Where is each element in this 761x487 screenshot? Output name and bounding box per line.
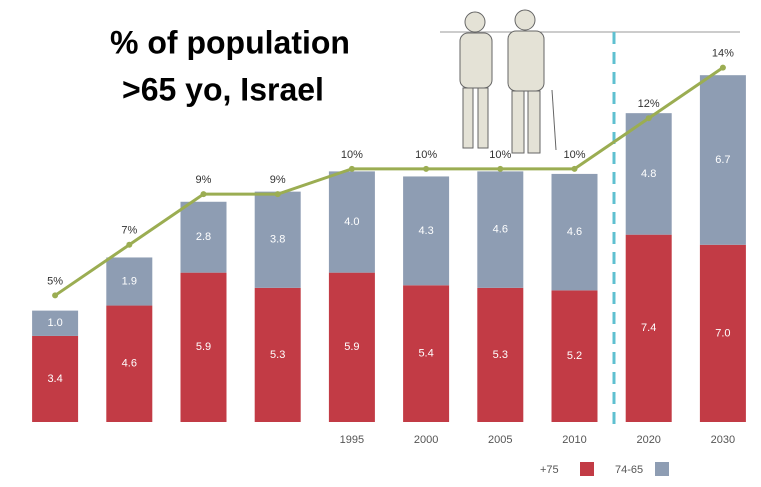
value-label: 1.9 (122, 275, 137, 287)
bar-segment (551, 290, 598, 422)
value-label: 5.3 (270, 349, 285, 361)
trend-point (274, 191, 281, 198)
bar-segment (254, 287, 301, 422)
value-label: 3.4 (47, 373, 62, 385)
trend-point (200, 191, 207, 198)
bar-segment (254, 191, 301, 288)
line-label: 7% (121, 225, 137, 237)
trend-point (571, 165, 578, 172)
trend-point (719, 64, 726, 71)
bar-segment (106, 305, 153, 422)
x-tick-label: 2010 (562, 434, 586, 446)
trend-point (497, 165, 504, 172)
value-label: 1.0 (47, 317, 62, 329)
line-label: 9% (196, 174, 212, 186)
value-label: 4.6 (567, 226, 582, 238)
bar-segment (477, 287, 524, 422)
x-tick-label: 2020 (636, 434, 660, 446)
value-label: 3.8 (270, 234, 285, 246)
line-label: 10% (563, 149, 585, 161)
line-label: 9% (270, 174, 286, 186)
chart-title: >65 yo, Israel (122, 71, 324, 107)
legend-swatch (655, 462, 669, 476)
bar-segment (328, 171, 375, 273)
bar-segment (180, 201, 227, 273)
value-label: 4.3 (418, 225, 433, 237)
bar-segment (477, 171, 524, 288)
legend-swatch (580, 462, 594, 476)
bar-segment (403, 176, 450, 286)
value-label: 7.4 (641, 322, 656, 334)
value-label: 5.9 (196, 341, 211, 353)
x-tick-label: 2030 (711, 434, 735, 446)
bar-segment (403, 285, 450, 422)
trend-point (348, 165, 355, 172)
trend-point (645, 115, 652, 122)
bar-segment (551, 173, 598, 291)
x-tick-label: 2005 (488, 434, 512, 446)
couple-illustration (459, 9, 557, 154)
trend-point (423, 165, 430, 172)
bar-segment (180, 272, 227, 422)
value-label: 7.0 (715, 327, 730, 339)
line-label: 5% (47, 275, 63, 287)
value-label: 4.6 (122, 358, 137, 370)
trend-point (52, 292, 59, 299)
bar-segment (625, 234, 672, 422)
bar-segment (32, 335, 79, 422)
line-label: 10% (415, 149, 437, 161)
bar-segment (328, 272, 375, 422)
value-label: 4.0 (344, 216, 359, 228)
bar-segment (625, 113, 672, 235)
value-label: 4.6 (493, 224, 508, 236)
value-label: 5.3 (493, 349, 508, 361)
legend-label: 74-65 (615, 464, 643, 476)
bar-segment (106, 257, 153, 306)
line-label: 12% (638, 98, 660, 110)
line-label: 10% (489, 149, 511, 161)
line-label: 10% (341, 149, 363, 161)
legend-label: +75 (540, 464, 559, 476)
bar-segment (32, 310, 79, 336)
chart-title: % of population (110, 24, 350, 60)
trend-line (54, 66, 724, 297)
value-label: 5.4 (418, 348, 433, 360)
bar-segment (699, 75, 746, 245)
value-label: 6.7 (715, 154, 730, 166)
line-label: 14% (712, 48, 734, 60)
x-tick-label: 1995 (340, 434, 364, 446)
value-label: 5.9 (344, 341, 359, 353)
bar-segment (699, 244, 746, 422)
value-label: 2.8 (196, 231, 211, 243)
x-tick-label: 2000 (414, 434, 438, 446)
value-label: 5.2 (567, 350, 582, 362)
trend-point (126, 241, 133, 248)
value-label: 4.8 (641, 168, 656, 180)
